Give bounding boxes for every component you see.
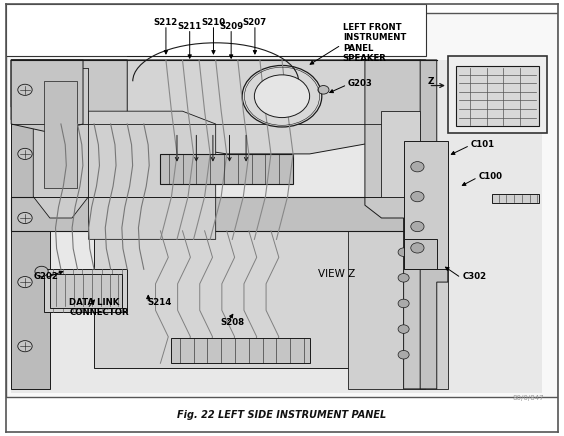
Text: Fig. 22 LEFT SIDE INSTRUMENT PANEL: Fig. 22 LEFT SIDE INSTRUMENT PANEL bbox=[177, 409, 387, 419]
Bar bbox=[448, 56, 547, 133]
Circle shape bbox=[411, 191, 424, 202]
Text: S211: S211 bbox=[178, 22, 202, 31]
Text: C302: C302 bbox=[462, 272, 486, 282]
Text: S212: S212 bbox=[154, 18, 178, 27]
Text: C100: C100 bbox=[479, 172, 503, 181]
Polygon shape bbox=[45, 81, 77, 188]
Polygon shape bbox=[404, 239, 437, 269]
Polygon shape bbox=[381, 111, 420, 197]
Circle shape bbox=[18, 212, 32, 224]
Polygon shape bbox=[349, 231, 448, 389]
Bar bbox=[6, 4, 426, 56]
Text: VIEW Z: VIEW Z bbox=[318, 269, 355, 279]
Polygon shape bbox=[456, 66, 539, 126]
Circle shape bbox=[411, 221, 424, 232]
Text: S208: S208 bbox=[220, 318, 244, 327]
Circle shape bbox=[18, 341, 32, 352]
Text: G202: G202 bbox=[33, 272, 58, 282]
Circle shape bbox=[411, 162, 424, 172]
Text: Z: Z bbox=[428, 77, 434, 86]
Polygon shape bbox=[492, 194, 539, 203]
Polygon shape bbox=[11, 60, 83, 133]
Circle shape bbox=[18, 276, 32, 288]
Circle shape bbox=[242, 65, 322, 127]
Text: S207: S207 bbox=[243, 18, 267, 27]
Polygon shape bbox=[420, 60, 448, 389]
Text: LEFT FRONT
INSTRUMENT
PANEL
SPEAKER: LEFT FRONT INSTRUMENT PANEL SPEAKER bbox=[343, 23, 406, 63]
Polygon shape bbox=[89, 111, 215, 239]
Polygon shape bbox=[11, 197, 437, 231]
Polygon shape bbox=[11, 60, 127, 120]
Circle shape bbox=[398, 325, 409, 334]
Circle shape bbox=[411, 243, 424, 253]
Circle shape bbox=[398, 351, 409, 359]
Polygon shape bbox=[160, 154, 293, 184]
Circle shape bbox=[254, 75, 310, 118]
Polygon shape bbox=[94, 231, 365, 368]
Circle shape bbox=[18, 148, 32, 160]
Circle shape bbox=[398, 273, 409, 282]
Polygon shape bbox=[33, 68, 89, 218]
Text: C101: C101 bbox=[471, 140, 495, 149]
Circle shape bbox=[398, 299, 409, 308]
Circle shape bbox=[35, 266, 48, 276]
Polygon shape bbox=[11, 60, 420, 154]
Text: 80/0/847: 80/0/847 bbox=[513, 395, 545, 401]
Polygon shape bbox=[11, 60, 50, 389]
Text: S214: S214 bbox=[147, 298, 171, 307]
Bar bbox=[11, 60, 542, 393]
Polygon shape bbox=[404, 141, 448, 269]
Circle shape bbox=[398, 248, 409, 256]
Text: G203: G203 bbox=[347, 79, 372, 88]
Circle shape bbox=[18, 84, 32, 95]
Circle shape bbox=[318, 85, 329, 94]
Bar bbox=[50, 273, 122, 308]
Text: DATA LINK
CONNECTOR: DATA LINK CONNECTOR bbox=[69, 298, 129, 317]
Polygon shape bbox=[171, 337, 310, 363]
Polygon shape bbox=[365, 60, 426, 389]
Polygon shape bbox=[45, 269, 127, 312]
Text: S209: S209 bbox=[219, 22, 243, 31]
Text: S210: S210 bbox=[201, 18, 226, 27]
